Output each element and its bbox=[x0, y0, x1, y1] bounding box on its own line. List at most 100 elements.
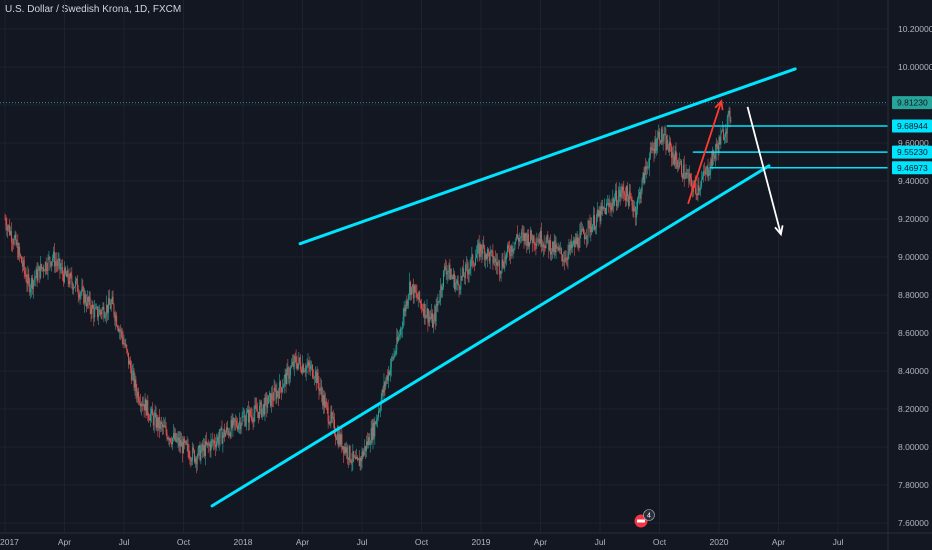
candle-body bbox=[318, 383, 320, 391]
candle-body bbox=[637, 198, 638, 210]
candle-body bbox=[14, 234, 16, 238]
candle-body bbox=[460, 275, 462, 290]
candle-body bbox=[475, 254, 477, 259]
candle-body bbox=[85, 294, 87, 304]
candle-body bbox=[118, 329, 120, 332]
candle-body bbox=[304, 371, 306, 372]
candle-body bbox=[300, 362, 302, 370]
candle-body bbox=[273, 388, 275, 401]
candle-body bbox=[337, 433, 339, 446]
candle-body bbox=[523, 232, 525, 242]
candle-body bbox=[528, 233, 530, 247]
candle-body bbox=[587, 220, 589, 236]
candle-body bbox=[198, 445, 200, 448]
candle-body bbox=[699, 187, 701, 191]
candle-body bbox=[513, 248, 515, 250]
candle-body bbox=[194, 458, 196, 463]
price-label-box bbox=[892, 119, 932, 133]
candle-body bbox=[264, 397, 266, 415]
candle-body bbox=[92, 304, 94, 309]
candle-body bbox=[173, 433, 175, 440]
candle-body bbox=[663, 134, 665, 140]
candle-body bbox=[54, 261, 56, 267]
candle-body bbox=[719, 137, 721, 145]
candle-body bbox=[99, 309, 101, 312]
candle-body bbox=[177, 437, 179, 440]
candle-body bbox=[292, 361, 294, 367]
candle-body bbox=[574, 238, 576, 247]
candle-body bbox=[215, 444, 216, 448]
candle-body bbox=[510, 246, 512, 256]
candle-body bbox=[194, 450, 195, 463]
candle-body bbox=[41, 264, 43, 269]
candle-body bbox=[260, 401, 262, 417]
candle-body bbox=[30, 287, 32, 293]
candle-body bbox=[707, 166, 709, 176]
candle-body bbox=[39, 266, 41, 279]
time-tick-label: 2020 bbox=[710, 537, 729, 547]
candle-body bbox=[729, 110, 731, 122]
candle-body bbox=[97, 314, 99, 318]
candle-body bbox=[689, 174, 691, 182]
candle-body bbox=[33, 278, 35, 281]
candle-body bbox=[8, 225, 10, 228]
candle-body bbox=[524, 233, 526, 242]
events-badge[interactable]: 4 bbox=[634, 509, 655, 528]
candle-body bbox=[654, 139, 656, 154]
candle-body bbox=[527, 233, 529, 246]
candle-body bbox=[342, 446, 344, 449]
upper-channel-line bbox=[298, 67, 797, 246]
candle-body bbox=[611, 203, 613, 210]
candles bbox=[4, 106, 732, 474]
drop-arrow-shaft bbox=[746, 106, 782, 235]
candle-body bbox=[232, 418, 234, 428]
candle-body bbox=[121, 330, 123, 338]
candle-body bbox=[640, 191, 642, 199]
trendlines[interactable] bbox=[210, 67, 797, 508]
candle-body bbox=[676, 159, 678, 168]
candle-body bbox=[647, 166, 649, 168]
candle-body bbox=[90, 308, 92, 314]
candle-body bbox=[56, 263, 58, 266]
candle-body bbox=[600, 205, 602, 222]
candle-body bbox=[570, 241, 572, 250]
candle-body bbox=[708, 174, 710, 176]
candle-body bbox=[666, 139, 668, 150]
candle-body bbox=[316, 372, 318, 384]
candle-body bbox=[313, 377, 314, 379]
candle-body bbox=[123, 343, 125, 344]
candle-body bbox=[450, 274, 452, 280]
candle-body bbox=[31, 277, 32, 288]
candle-body bbox=[648, 167, 649, 168]
candle-body bbox=[154, 413, 156, 416]
candle-body bbox=[281, 388, 283, 393]
candle-body bbox=[652, 148, 654, 151]
candle-body bbox=[310, 365, 312, 370]
candle-body bbox=[270, 393, 272, 407]
candle-body bbox=[98, 309, 100, 315]
candle-body bbox=[134, 379, 136, 388]
candle-body bbox=[492, 251, 494, 264]
candle-body bbox=[362, 451, 364, 457]
candle-body bbox=[302, 364, 304, 373]
candle-body bbox=[87, 296, 89, 302]
time-tick-label: Jul bbox=[833, 537, 844, 547]
candle-body bbox=[697, 185, 699, 196]
candle-body bbox=[265, 397, 267, 399]
candle-body bbox=[514, 241, 516, 249]
time-axis[interactable]: 2017 Apr Jul Oct 2018 Apr Jul Oct 2019 Apr Jul Oct 2… bbox=[0, 537, 844, 547]
candle-body bbox=[497, 262, 498, 266]
candle-body bbox=[368, 437, 370, 446]
projection-arrows[interactable] bbox=[687, 99, 784, 237]
candle-body bbox=[476, 246, 478, 255]
candle-body bbox=[698, 185, 700, 191]
time-tick-label: Jul bbox=[595, 537, 606, 547]
candle-body bbox=[101, 309, 103, 315]
candle-body bbox=[209, 444, 211, 451]
candle-body bbox=[284, 373, 286, 378]
candle-body bbox=[45, 262, 47, 271]
candle-body bbox=[546, 234, 548, 241]
horizontal-price-lines[interactable] bbox=[666, 125, 888, 169]
candle-body bbox=[557, 247, 559, 251]
